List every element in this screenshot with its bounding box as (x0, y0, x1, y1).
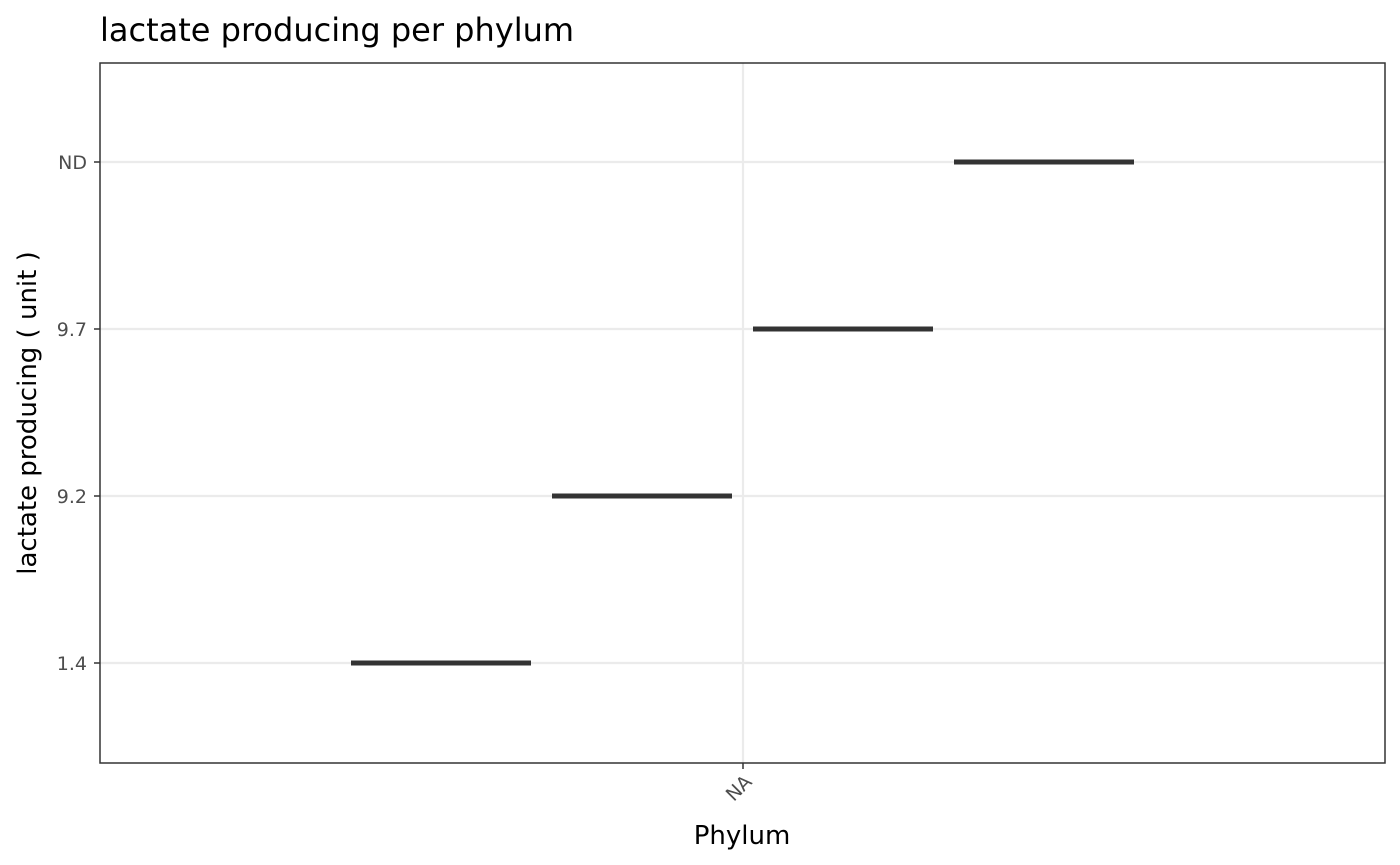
chart-title: lactate producing per phylum (100, 11, 574, 49)
y-tick-label: 1.4 (57, 653, 87, 675)
y-tick-label: 9.7 (57, 319, 87, 341)
y-tick-label: 9.2 (57, 486, 87, 508)
x-axis-title: Phylum (694, 821, 791, 851)
y-axis-title: lactate producing ( unit ) (13, 251, 43, 575)
axis-layer: 1.4 9.2 9.7 ND NA (57, 152, 757, 806)
y-tick-label: ND (58, 152, 87, 174)
grid-layer (100, 63, 1385, 763)
segment-layer (351, 159, 1134, 666)
x-tick-label: NA (722, 771, 757, 806)
